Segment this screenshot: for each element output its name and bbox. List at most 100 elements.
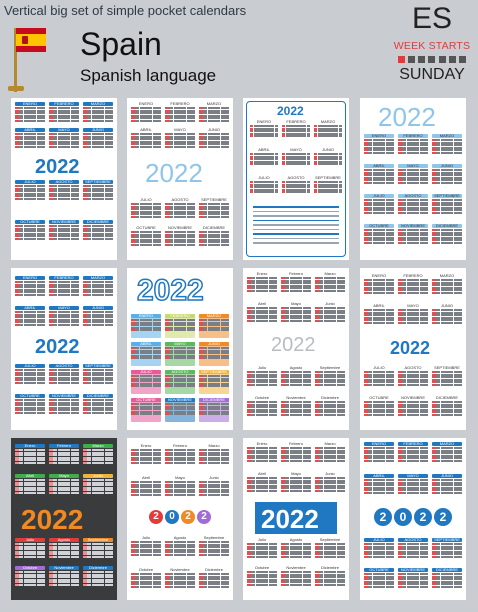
day-cell — [19, 109, 24, 112]
day-cell — [157, 112, 161, 115]
day-cell — [212, 205, 216, 208]
day-cell — [152, 454, 157, 457]
day-cell — [419, 149, 424, 152]
day-cell — [139, 449, 144, 451]
day-cell — [178, 483, 182, 486]
day-cell — [19, 456, 24, 459]
day-cell — [49, 545, 53, 548]
day-cell — [203, 213, 208, 216]
day-cell — [381, 406, 386, 409]
day-cell — [282, 183, 286, 186]
day-cell — [169, 321, 174, 324]
day-cell — [15, 235, 19, 238]
day-cell — [191, 326, 195, 329]
day-cell — [368, 381, 373, 384]
day-cell — [453, 144, 458, 147]
day-cell — [364, 241, 368, 244]
day-cell — [19, 371, 24, 374]
day-cell — [225, 403, 229, 405]
day-cell — [96, 225, 100, 227]
month-name: AGOSTO — [404, 366, 422, 370]
day-cell — [70, 133, 75, 135]
day-cell — [216, 143, 221, 146]
day-cell — [381, 149, 386, 152]
day-cell — [87, 374, 92, 377]
day-cell — [328, 406, 332, 409]
day-cell — [23, 553, 28, 556]
day-cell — [302, 401, 307, 403]
day-cell — [23, 195, 28, 198]
day-cell — [169, 324, 174, 327]
day-cell — [402, 181, 407, 184]
day-cell — [203, 117, 208, 120]
month-days-grid — [432, 371, 462, 386]
day-cell — [182, 215, 187, 218]
day-cell — [445, 311, 449, 314]
day-cell — [178, 114, 182, 117]
day-cell — [135, 375, 140, 377]
day-cell — [199, 135, 203, 138]
day-cell — [41, 379, 45, 382]
month-header: Septiembre — [315, 366, 345, 370]
day-cell — [314, 153, 318, 155]
day-cell — [131, 236, 135, 239]
month-name: Diciembre — [88, 566, 107, 570]
day-cell — [91, 318, 96, 321]
day-cell — [432, 181, 436, 184]
day-cell — [225, 243, 229, 246]
day-cell — [186, 238, 191, 241]
day-cell — [436, 236, 441, 239]
day-cell — [32, 114, 37, 117]
day-cell — [281, 403, 285, 406]
day-cell — [165, 231, 169, 233]
day-cell — [323, 383, 328, 386]
day-cell — [32, 545, 37, 548]
day-cell — [315, 378, 319, 381]
day-cell — [266, 155, 270, 158]
day-cell — [87, 291, 92, 294]
day-cell — [144, 493, 148, 496]
day-cell — [104, 232, 109, 235]
month-days-grid — [315, 371, 345, 386]
day-cell — [199, 357, 203, 360]
day-cell — [458, 411, 462, 414]
day-cell — [15, 374, 19, 377]
day-cell — [402, 411, 407, 414]
day-cell — [289, 406, 294, 409]
day-cell — [216, 140, 221, 143]
day-cell — [290, 186, 294, 189]
day-cell — [109, 550, 113, 553]
month-days-grid — [131, 133, 161, 148]
day-cell — [381, 229, 386, 231]
day-cell — [83, 133, 87, 135]
day-cell — [319, 401, 324, 403]
day-cell — [336, 317, 341, 320]
day-cell — [182, 403, 187, 405]
day-cell — [402, 378, 407, 381]
day-cell — [70, 449, 75, 451]
month-days-grid — [398, 401, 428, 416]
day-cell — [436, 378, 441, 381]
day-cell — [157, 231, 161, 233]
day-cell — [144, 324, 148, 327]
day-cell — [445, 319, 449, 322]
day-cell — [216, 138, 221, 141]
day-cell — [203, 208, 208, 211]
day-cell — [57, 486, 62, 489]
month-header: DICIEMBRE — [432, 224, 462, 228]
day-cell — [368, 231, 373, 234]
day-cell — [411, 239, 415, 242]
day-cell — [285, 319, 290, 322]
day-cell — [100, 479, 105, 481]
month-calendar: JULIO — [250, 176, 278, 194]
month-header: MAYO — [398, 304, 428, 308]
month-header: OCTUBRE — [15, 220, 45, 224]
month-days-grid — [364, 169, 394, 184]
day-cell — [91, 230, 96, 233]
day-cell — [203, 319, 208, 321]
day-cell — [66, 133, 71, 135]
day-cell — [341, 317, 345, 320]
day-cell — [148, 349, 153, 352]
day-cell — [131, 385, 135, 388]
month-days-grid — [83, 185, 113, 200]
